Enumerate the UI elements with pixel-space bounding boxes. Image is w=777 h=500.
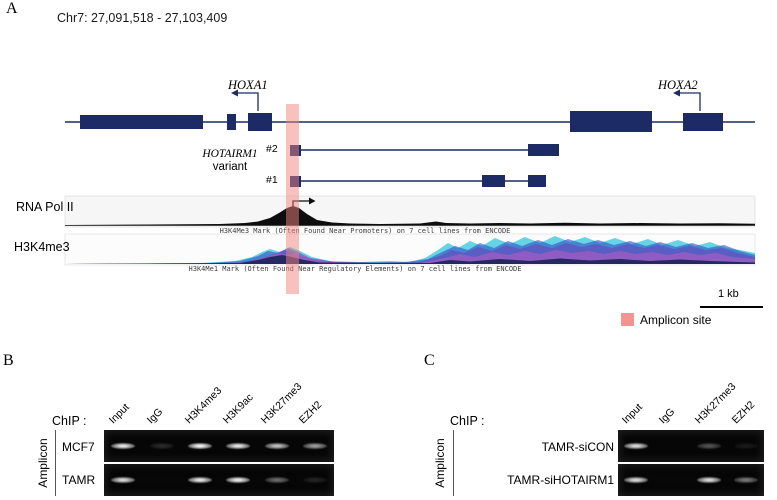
gel-band	[624, 477, 649, 483]
panel-b-lane-input: Input	[106, 401, 132, 427]
variant1-number: #1	[266, 174, 278, 186]
panel-c-amplicon-side-label: Amplicon	[433, 438, 447, 488]
gel-band	[302, 477, 327, 483]
gel-band	[187, 477, 212, 483]
gel-band	[697, 443, 722, 449]
gel-band	[111, 477, 136, 483]
rna-pol2-track-label: RNA Pol II	[16, 200, 74, 214]
panelB-gel-1	[104, 464, 334, 496]
panel-b-lane-igg: IgG	[144, 405, 166, 427]
panel-c-lane-igg: IgG	[656, 405, 678, 427]
scale-bar	[700, 306, 763, 308]
encode-track2-caption: H3K4Me1 Mark (Often Found Near Regulator…	[188, 265, 522, 273]
scale-bar-label: 1 kb	[718, 288, 739, 300]
panel-c-bracket-line	[453, 430, 454, 496]
panel-b-lane-ezh2: EZH2	[296, 398, 325, 427]
panel-b-lane-h3k4me3: H3K4me3	[182, 384, 225, 427]
hotairm1-variant1-structure	[290, 175, 546, 187]
panel-b-bracket-line	[55, 430, 56, 496]
panel-b-letter: B	[3, 352, 14, 369]
gel-band	[624, 443, 649, 449]
h3k4me3-track-label: H3K4me3	[14, 240, 70, 254]
hoxa2-gene-label: HOXA2	[658, 78, 698, 92]
panel-b-amplicon-side-label: Amplicon	[36, 438, 50, 488]
panelC-gel-1	[618, 464, 764, 496]
gel-band	[264, 443, 289, 449]
rna-pol2-track	[64, 195, 756, 228]
gene-track	[65, 111, 755, 132]
hoxa2-tss-arrow-icon	[673, 89, 701, 111]
gel-band	[733, 477, 758, 483]
hoxa1-tss-arrow-icon	[231, 89, 259, 111]
panelC-gel-0	[618, 430, 764, 462]
panel-c-row-label-sicon: TAMR-siCON	[541, 440, 614, 454]
panelB-gel-0	[104, 430, 334, 462]
genome-browser-diagram	[64, 89, 756, 266]
hotairm1-variant2-structure	[290, 144, 559, 156]
gel-band	[302, 443, 327, 449]
hotairm1-variant-label: HOTAIRM1 variant	[193, 148, 267, 174]
variant-word: variant	[212, 161, 248, 173]
gel-band	[264, 477, 289, 483]
panel-c-row-label-sihotairm1: TAMR-siHOTAIRM1	[507, 473, 614, 487]
panel-a-letter: A	[6, 0, 18, 17]
amplicon-site-highlight	[286, 104, 299, 294]
panel-c-chip-label: ChIP :	[450, 414, 485, 428]
panel-b-lane-h3k9ac: H3K9ac	[220, 391, 256, 427]
panel-c-lane-ezh2: EZH2	[729, 398, 758, 427]
variant2-number: #2	[266, 143, 278, 155]
gel-band	[697, 477, 722, 483]
gel-band	[149, 443, 174, 449]
gel-band	[226, 477, 251, 483]
hotairm1-name: HOTAIRM1	[202, 148, 258, 160]
hoxa1-gene-label: HOXA1	[228, 78, 268, 92]
panel-b-row-label-tamr: TAMR	[62, 473, 96, 487]
gel-band	[733, 443, 758, 449]
gel-band	[187, 443, 212, 449]
panel-b-chip-label: ChIP :	[52, 414, 87, 428]
panel-c-lane-input: Input	[619, 401, 645, 427]
amplicon-legend-swatch	[621, 313, 634, 326]
chromosome-coordinates: Chr7: 27,091,518 - 27,103,409	[57, 11, 228, 25]
encode-track1-caption: H3K4Me3 Mark (Often Found Near Promoters…	[219, 227, 511, 235]
amplicon-legend-label: Amplicon site	[640, 313, 712, 327]
panel-c-letter: C	[424, 352, 435, 369]
panel-b-row-label-mcf7: MCF7	[62, 440, 95, 454]
h3k4me3-track	[64, 233, 756, 266]
gel-band	[226, 443, 251, 449]
gel-band	[111, 443, 136, 449]
